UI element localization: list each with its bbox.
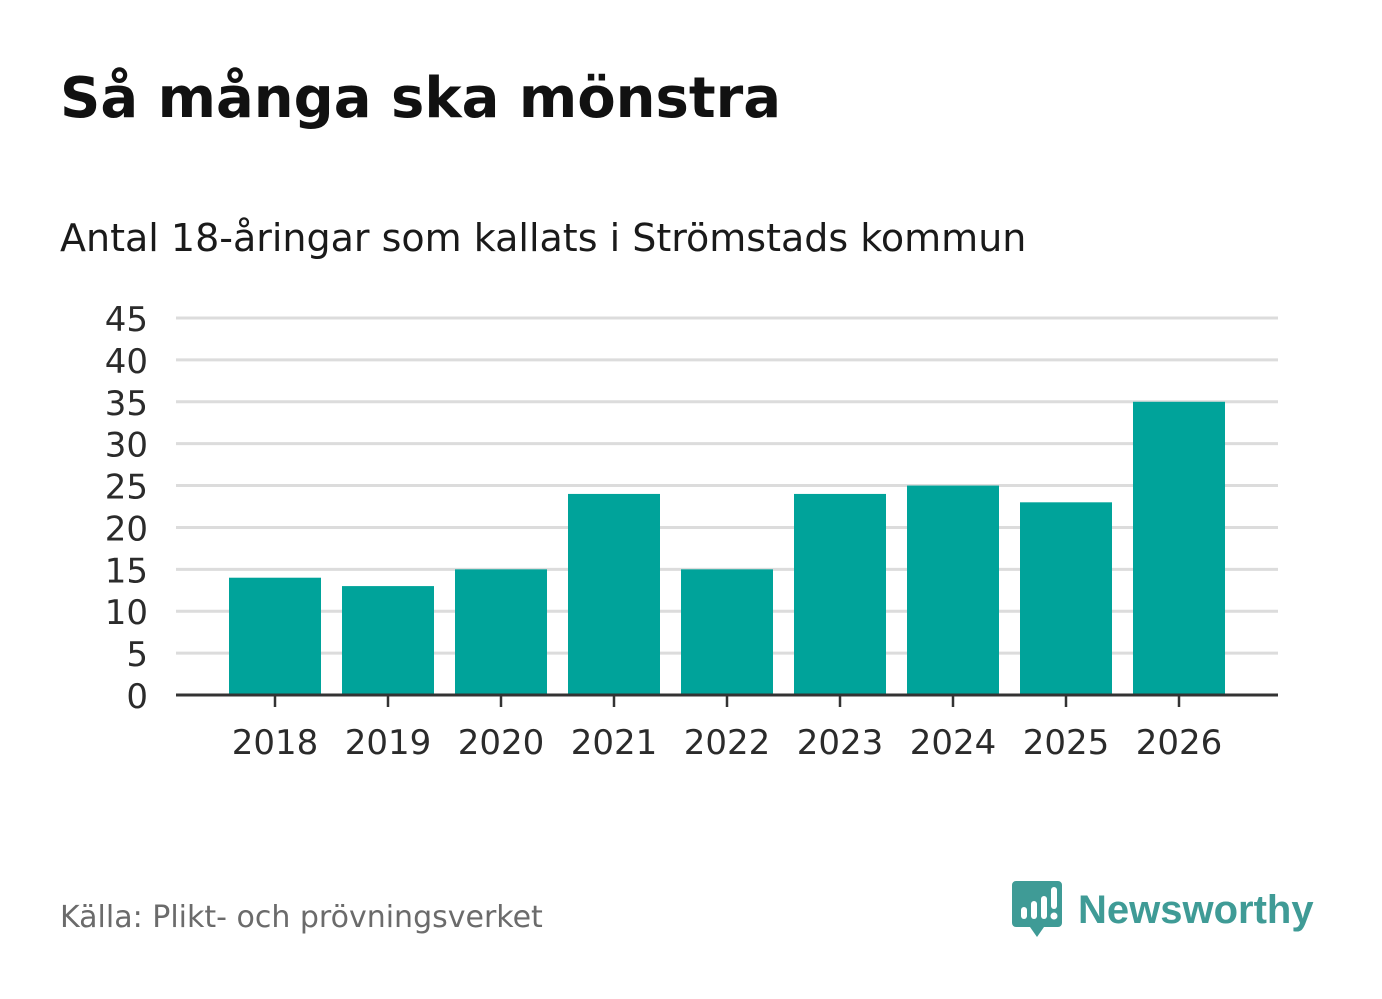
bar-2021 (568, 493, 660, 695)
y-tick-label: 35 (105, 384, 148, 424)
chart-title: Så många ska mönstra (60, 66, 782, 131)
y-tick-label: 45 (105, 300, 148, 340)
x-tick-label: 2018 (232, 723, 319, 763)
newsworthy-logo-icon (1012, 881, 1062, 937)
y-tick-label: 25 (105, 468, 148, 508)
bar-2020 (455, 569, 547, 695)
y-tick-label: 0 (126, 677, 148, 717)
y-tick-label: 5 (126, 635, 148, 675)
x-tick-label: 2024 (910, 723, 997, 763)
chart-subtitle: Antal 18-åringar som kallats i Strömstad… (60, 216, 1027, 260)
x-tick-label: 2020 (458, 723, 545, 763)
y-tick-label: 15 (105, 551, 148, 591)
bar-2022 (681, 569, 773, 695)
y-tick-label: 10 (105, 593, 148, 633)
x-tick-label: 2025 (1023, 723, 1110, 763)
x-tick-label: 2023 (797, 723, 884, 763)
y-tick-label: 20 (105, 509, 148, 549)
bar-2019 (342, 586, 434, 695)
brand-name: Newsworthy (1078, 887, 1314, 932)
bar-2025 (1020, 502, 1112, 695)
bar-2018 (229, 577, 321, 695)
brand: Newsworthy (1010, 878, 1314, 942)
y-tick-label: 40 (105, 342, 148, 382)
x-tick-label: 2026 (1136, 723, 1223, 763)
x-tick-label: 2019 (345, 723, 432, 763)
x-tick-label: 2022 (684, 723, 771, 763)
bar-2024 (907, 485, 999, 695)
x-tick-label: 2021 (571, 723, 658, 763)
y-tick-label: 30 (105, 426, 148, 466)
source-note: Källa: Plikt- och prövningsverket (60, 900, 543, 935)
bar-2026 (1133, 401, 1225, 695)
bar-2023 (794, 493, 886, 695)
